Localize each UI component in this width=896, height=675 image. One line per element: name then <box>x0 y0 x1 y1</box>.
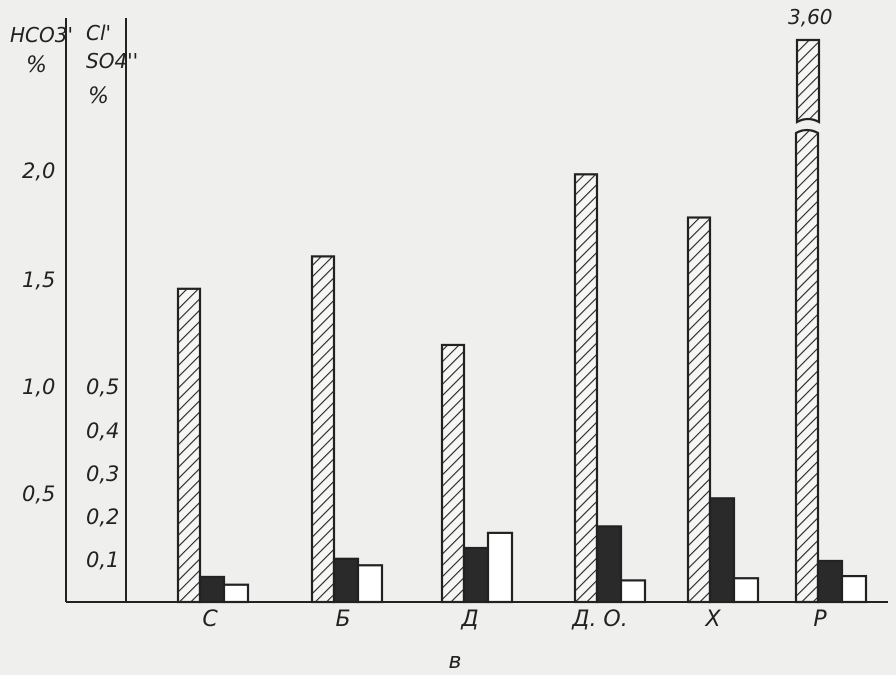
bar-hco3 <box>573 173 599 604</box>
left-tick-label: 1,5 <box>22 268 55 292</box>
bar-so4 <box>732 577 760 604</box>
bar-so4 <box>840 574 868 604</box>
right-axis-label-3: % <box>88 84 109 109</box>
category-label: Р <box>813 607 827 632</box>
category-label: С <box>202 607 218 632</box>
bar-cl <box>595 525 623 604</box>
right-tick-label: 0,1 <box>86 548 119 572</box>
bar-so4 <box>356 564 384 604</box>
category-label: Б <box>335 607 350 632</box>
bar-so4 <box>222 583 250 604</box>
x-axis-label: в <box>449 649 462 674</box>
bar-cl <box>332 557 360 604</box>
bar-cl <box>198 575 226 604</box>
break-label: 3,60 <box>788 5 833 29</box>
category-label: Д <box>460 607 478 632</box>
bar-cl <box>708 497 736 604</box>
right-tick-label: 0,3 <box>86 462 119 486</box>
category-labels: С Б Д Д. О. Х Р <box>202 607 827 632</box>
right-tick-label: 0,2 <box>86 505 119 529</box>
bar-cl <box>816 559 844 604</box>
left-tick-label: 0,5 <box>22 482 55 506</box>
bar-hco3-lower <box>794 128 820 604</box>
right-tick-label: 0,4 <box>86 419 119 443</box>
left-axis-ticks: 0,5 1,0 1,5 2,0 <box>22 159 55 506</box>
bar-cl <box>462 546 490 604</box>
bar-hco3 <box>310 255 336 604</box>
left-axis-label-2: % <box>26 53 47 78</box>
bars <box>176 38 868 604</box>
right-axis-ticks: 0,1 0,2 0,3 0,4 0,5 <box>86 375 119 572</box>
right-axis-label-1: Cl' <box>86 21 111 45</box>
left-axis-label-1: HCO3' <box>10 23 73 47</box>
right-axis-label-2: SO4'' <box>86 49 138 73</box>
category-label: Д. О. <box>571 607 627 632</box>
bar-hco3 <box>686 216 712 604</box>
category-label: Х <box>704 607 721 632</box>
bar-hco3-upper <box>795 38 821 124</box>
bar-hco3 <box>176 287 202 604</box>
bar-so4 <box>619 579 647 604</box>
left-tick-label: 1,0 <box>22 375 55 399</box>
right-tick-label: 0,5 <box>86 375 119 399</box>
bar-so4 <box>486 531 514 604</box>
bar-hco3 <box>440 343 466 604</box>
left-tick-label: 2,0 <box>22 159 55 183</box>
